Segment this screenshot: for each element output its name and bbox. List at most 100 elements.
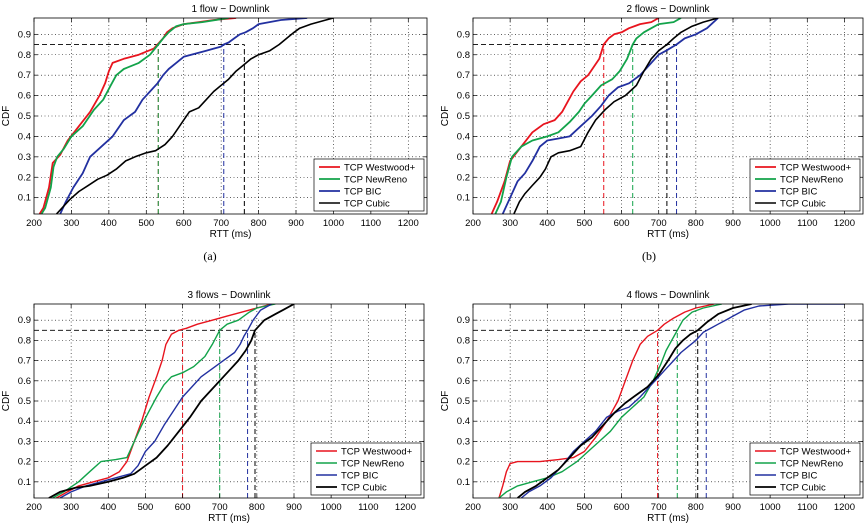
x-tick-label: 600 (614, 502, 630, 513)
x-tick-label: 200 (465, 502, 481, 513)
y-tick-label: 0.5 (457, 111, 470, 122)
x-tick-label: 1000 (323, 218, 344, 229)
x-tick-label: 1200 (395, 502, 416, 513)
y-tick-label: 0.9 (457, 315, 470, 326)
legend-entry: TCP BIC (341, 471, 378, 482)
series-line (48, 304, 295, 498)
legend-entry: TCP BIC (780, 187, 817, 198)
y-tick-label: 0.7 (18, 356, 31, 367)
y-tick-label: 0.8 (457, 335, 470, 346)
y-tick-label: 0.2 (18, 172, 31, 183)
y-tick-label: 0.9 (18, 29, 31, 40)
series-line (59, 18, 308, 214)
series-line (501, 18, 719, 214)
x-tick-label: 800 (251, 218, 267, 229)
x-tick-label: 600 (176, 218, 192, 229)
x-tick-label: 700 (213, 218, 229, 229)
series-line (52, 304, 276, 498)
y-tick-label: 0.1 (457, 193, 470, 204)
x-tick-label: 500 (137, 502, 153, 513)
legend-entry: TCP NewReno (780, 459, 843, 470)
x-tick-label: 1100 (797, 218, 817, 229)
chart-title: 3 flows − Downlink (187, 290, 271, 301)
y-tick-label: 0.8 (18, 335, 31, 346)
series-line (55, 304, 272, 498)
x-tick-label: 700 (212, 502, 228, 513)
x-axis-label: RTT (ms) (647, 229, 689, 240)
x-tick-label: 300 (502, 502, 518, 513)
y-tick-label: 0.7 (18, 70, 31, 81)
legend-entry: TCP Cubic (344, 199, 390, 210)
series-line (59, 304, 273, 498)
chart-title: 1 flow − Downlink (191, 4, 270, 15)
x-axis-label: RTT (ms) (208, 513, 250, 524)
y-tick-label: 0.4 (457, 416, 470, 427)
x-axis-label: RTT (ms) (210, 229, 252, 240)
cdf-panel-4: 200 300 400 500 600 700 800 900 1000 1100 1200 0.1 0… (440, 290, 864, 524)
plot-data-area (473, 18, 719, 214)
series-line (517, 304, 752, 498)
legend-entry: TCP BIC (780, 471, 817, 482)
y-tick-label: 0.1 (18, 477, 31, 488)
series-line (498, 304, 723, 498)
x-tick-label: 1000 (760, 502, 781, 513)
y-tick-label: 0.3 (18, 152, 31, 163)
x-tick-label: 1100 (358, 502, 378, 513)
y-tick-label: 0.3 (18, 436, 31, 447)
x-tick-label: 600 (614, 218, 630, 229)
y-tick-label: 0.5 (18, 396, 31, 407)
x-tick-label: 700 (651, 218, 667, 229)
y-tick-label: 0.6 (457, 91, 470, 102)
x-tick-label: 300 (63, 502, 79, 513)
chart-title: 2 flows − Downlink (626, 4, 710, 15)
x-tick-label: 900 (288, 218, 304, 229)
x-tick-label: 900 (725, 502, 741, 513)
x-tick-label: 1100 (797, 502, 817, 513)
legend-entry: TCP Westwood+ (344, 163, 416, 174)
x-tick-label: 800 (688, 502, 704, 513)
x-tick-label: 500 (576, 502, 592, 513)
x-tick-label: 800 (688, 218, 704, 229)
x-tick-label: 500 (576, 218, 592, 229)
series-line (498, 304, 715, 498)
series-line (494, 18, 682, 214)
x-tick-label: 1200 (398, 218, 419, 229)
y-tick-label: 0.2 (457, 172, 470, 183)
x-tick-label: 400 (539, 218, 555, 229)
cdf-panel-1: 200 300 400 500 600 700 800 900 1000 1100 1200 0.1 0… (1, 4, 428, 240)
plot-data-area (34, 18, 334, 214)
x-tick-label: 900 (286, 502, 302, 513)
y-axis-label: CDF (440, 391, 451, 412)
x-tick-label: 800 (249, 502, 265, 513)
y-tick-label: 0.2 (18, 457, 31, 468)
y-axis-label: CDF (1, 106, 12, 127)
plot-data-area (34, 304, 295, 498)
plot-data-area (473, 304, 845, 498)
y-tick-label: 0.2 (457, 457, 470, 468)
cdf-panel-2: 200 300 400 500 600 700 800 900 1000 1100 1200 0.1 0… (440, 4, 864, 240)
legend-entry: TCP Cubic (780, 199, 826, 210)
x-tick-label: 1000 (760, 218, 781, 229)
y-tick-label: 0.1 (18, 193, 31, 204)
subplot-caption-a: (a) (203, 249, 217, 263)
x-tick-label: 1000 (321, 502, 342, 513)
y-axis-label: CDF (440, 106, 451, 127)
cdf-panel-3: 200 300 400 500 600 700 800 900 1000 1100 1200 0.1 0… (1, 290, 425, 524)
legend-entry: TCP Cubic (341, 483, 387, 494)
legend-entry: TCP Westwood+ (780, 163, 852, 174)
y-tick-label: 0.6 (18, 91, 31, 102)
chart-title: 4 flows − Downlink (626, 290, 710, 301)
legend-entry: TCP BIC (344, 187, 381, 198)
x-tick-label: 400 (539, 502, 555, 513)
x-tick-label: 400 (100, 502, 116, 513)
legend-entry: TCP Cubic (780, 483, 826, 494)
x-tick-label: 1200 (834, 502, 855, 513)
series-line (513, 18, 719, 214)
y-tick-label: 0.9 (18, 315, 31, 326)
y-tick-label: 0.6 (18, 376, 31, 387)
x-tick-label: 200 (26, 502, 42, 513)
y-tick-label: 0.4 (457, 131, 470, 142)
